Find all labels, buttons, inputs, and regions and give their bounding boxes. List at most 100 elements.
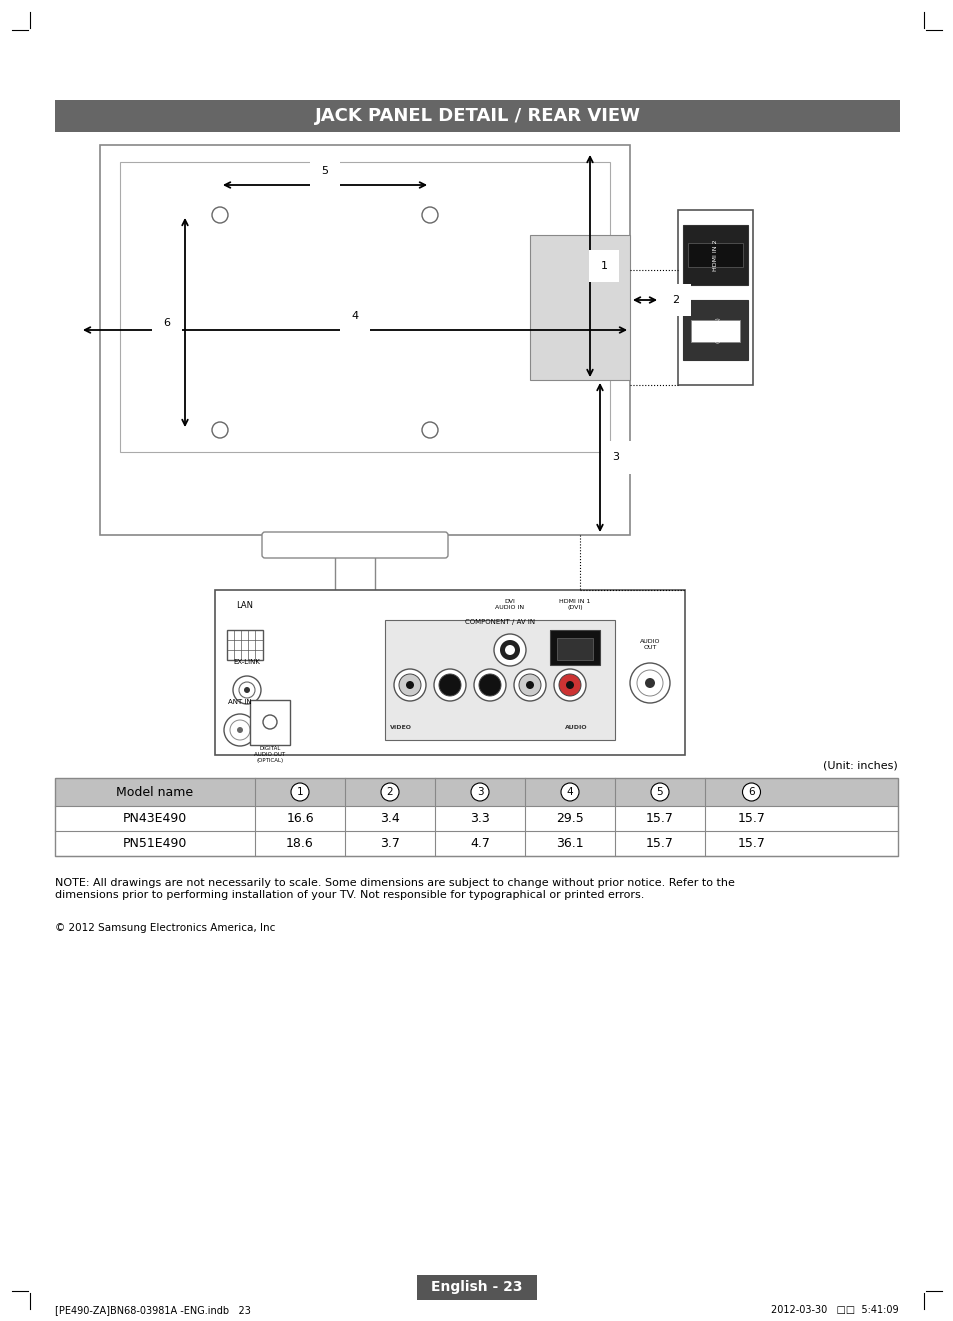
Bar: [687, 243, 742, 267]
Text: Model name: Model name: [116, 786, 193, 798]
Circle shape: [446, 682, 454, 690]
Circle shape: [629, 663, 669, 703]
Text: 4: 4: [566, 787, 573, 797]
Text: 15.7: 15.7: [645, 838, 673, 849]
Text: 2: 2: [672, 295, 679, 305]
Text: 4: 4: [351, 310, 358, 321]
Bar: [55, 831, 897, 856]
Circle shape: [244, 687, 250, 694]
Circle shape: [554, 668, 585, 701]
Circle shape: [230, 720, 250, 740]
Text: HDMI IN 2: HDMI IN 2: [712, 239, 718, 271]
Circle shape: [525, 682, 534, 690]
Bar: [550, 630, 599, 664]
Circle shape: [518, 674, 540, 696]
Circle shape: [741, 783, 760, 801]
Bar: [416, 1275, 537, 1300]
Circle shape: [499, 639, 519, 660]
Circle shape: [565, 682, 574, 690]
Circle shape: [650, 783, 668, 801]
Text: EX-LINK: EX-LINK: [233, 659, 260, 664]
Text: 2012-03-30   □□  5:41:09: 2012-03-30 □□ 5:41:09: [771, 1305, 898, 1314]
Text: 3: 3: [612, 453, 618, 462]
Text: NOTE: All drawings are not necessarily to scale. Some dimensions are subject to : NOTE: All drawings are not necessarily t…: [55, 878, 734, 900]
FancyBboxPatch shape: [262, 532, 448, 557]
Circle shape: [224, 713, 255, 746]
Text: 5: 5: [321, 166, 328, 176]
Circle shape: [474, 668, 505, 701]
Bar: [55, 806, 897, 831]
Text: 15.7: 15.7: [737, 838, 764, 849]
Bar: [690, 320, 740, 342]
Bar: [55, 778, 897, 856]
Circle shape: [239, 682, 254, 697]
Circle shape: [438, 674, 460, 696]
Circle shape: [263, 715, 276, 729]
Text: 3.3: 3.3: [470, 812, 489, 826]
Text: 16.6: 16.6: [286, 812, 314, 826]
Bar: [678, 210, 752, 384]
Text: 3: 3: [476, 787, 483, 797]
Circle shape: [434, 668, 465, 701]
Circle shape: [233, 676, 261, 704]
Text: JACK PANEL DETAIL / REAR VIEW: JACK PANEL DETAIL / REAR VIEW: [314, 107, 639, 125]
Bar: [335, 535, 375, 616]
Circle shape: [478, 674, 500, 696]
Text: English - 23: English - 23: [431, 1280, 522, 1295]
Text: AUDIO: AUDIO: [564, 725, 587, 731]
Circle shape: [637, 670, 662, 696]
Text: DIGITAL
AUDIO OUT
(OPTICAL): DIGITAL AUDIO OUT (OPTICAL): [254, 746, 285, 762]
Text: 3.4: 3.4: [379, 812, 399, 826]
Circle shape: [380, 783, 398, 801]
Circle shape: [421, 421, 437, 439]
Circle shape: [504, 645, 515, 655]
Circle shape: [212, 207, 228, 223]
Bar: [120, 162, 609, 452]
Text: © 2012 Samsung Electronics America, Inc: © 2012 Samsung Electronics America, Inc: [55, 923, 275, 933]
Circle shape: [236, 727, 243, 733]
Text: COMPONENT / AV IN: COMPONENT / AV IN: [464, 620, 535, 625]
Circle shape: [406, 682, 414, 690]
Circle shape: [494, 634, 525, 666]
Circle shape: [514, 668, 545, 701]
Bar: [227, 630, 263, 660]
Circle shape: [398, 674, 420, 696]
Text: DVI
AUDIO IN: DVI AUDIO IN: [495, 600, 524, 610]
Bar: [530, 235, 629, 380]
Circle shape: [485, 682, 494, 690]
Text: PN51E490: PN51E490: [123, 838, 187, 849]
Text: 1: 1: [296, 787, 303, 797]
Text: 5: 5: [656, 787, 662, 797]
Bar: [557, 638, 593, 660]
Text: AUDIO
OUT: AUDIO OUT: [639, 639, 659, 650]
Text: 18.6: 18.6: [286, 838, 314, 849]
Bar: [214, 590, 684, 756]
Text: HDMI IN 1
(DVI): HDMI IN 1 (DVI): [558, 600, 590, 610]
Bar: [299, 612, 410, 630]
Text: [PE490-ZA]BN68-03981A -ENG.indb   23: [PE490-ZA]BN68-03981A -ENG.indb 23: [55, 1305, 251, 1314]
Text: ANT IN: ANT IN: [228, 699, 252, 705]
Text: (Unit: inches): (Unit: inches): [822, 760, 897, 770]
Bar: [325, 624, 385, 635]
Bar: [250, 700, 290, 745]
Text: LAN: LAN: [236, 601, 253, 610]
Text: 15.7: 15.7: [645, 812, 673, 826]
Circle shape: [394, 668, 426, 701]
Circle shape: [644, 678, 655, 688]
Text: 4.7: 4.7: [470, 838, 490, 849]
Circle shape: [212, 421, 228, 439]
Text: 29.5: 29.5: [556, 812, 583, 826]
Text: VIDEO: VIDEO: [390, 725, 412, 731]
Text: PN43E490: PN43E490: [123, 812, 187, 826]
Bar: [55, 778, 897, 806]
Circle shape: [558, 674, 580, 696]
Bar: [385, 620, 615, 740]
Circle shape: [560, 783, 578, 801]
Text: 3.7: 3.7: [379, 838, 399, 849]
Text: USB
(5V 0.5A): USB (5V 0.5A): [709, 317, 720, 343]
Bar: [682, 300, 747, 361]
Text: 2: 2: [386, 787, 393, 797]
Bar: [55, 100, 899, 132]
Circle shape: [421, 207, 437, 223]
Text: 1: 1: [599, 262, 607, 271]
